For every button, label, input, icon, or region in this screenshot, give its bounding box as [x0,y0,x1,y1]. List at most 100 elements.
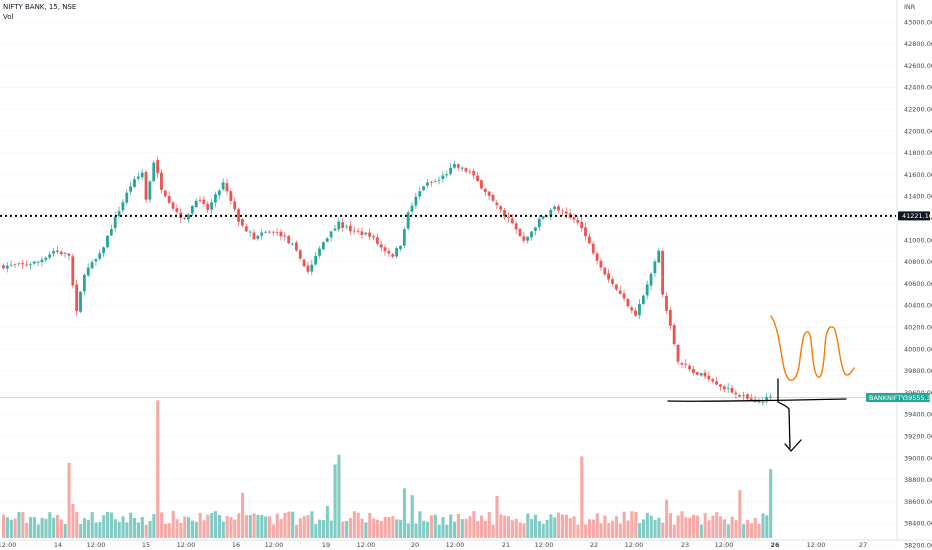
volume-bar [345,520,349,538]
price-tick-label: 41600.00 [904,171,932,179]
candle-body [507,217,510,218]
candle-body [499,206,503,210]
price-axis[interactable]: 43000.00 42800.00 42600.00 42400.00 42200.00… [896,0,932,550]
candle-body [530,231,533,238]
candle-body [464,168,468,172]
volume-bar [63,524,67,538]
candle-body [676,344,680,362]
candle-body [661,250,665,295]
symbol-title[interactable]: NIFTY BANK, 15, NSE [3,3,77,11]
volume-bar [726,524,730,538]
candle-body [102,247,106,254]
volume-bar [252,513,256,538]
volume-bar [267,516,272,538]
volume-bar [557,512,561,538]
volume-bar [225,516,229,538]
volume-bar [210,513,214,538]
candle-body [622,293,626,299]
candle-body [314,255,318,265]
volume-bar [688,517,692,538]
candle-body [757,401,761,403]
volume-bar [433,514,437,538]
price-tag-value: 39555.35 [904,394,932,402]
time-tick-label: 26 [770,541,780,549]
candle-body [152,162,156,182]
candle-body [707,375,711,380]
candle-body [55,250,59,252]
candle-body [98,253,102,259]
candle-body [40,259,44,263]
candle-body [241,219,244,226]
volume-bar [364,522,368,538]
candle-body [82,274,86,292]
volume-bar [9,519,13,538]
volume-indicator-label[interactable]: Vol [3,13,14,21]
volume-bar [302,516,306,538]
volume-bar [576,524,580,538]
volume-bar [595,513,599,538]
volume-bar [522,523,526,538]
time-tick-label: 23 [681,541,689,549]
volume-bar [190,520,194,538]
candle-body [587,236,591,244]
price-tick-label: 42600.00 [904,62,932,70]
volume-bar [399,519,403,538]
candle-body [217,190,221,196]
volume-bar [59,519,63,538]
price-tick-label: 41800.00 [904,149,932,157]
candle-body [210,202,213,210]
volume-bar [507,516,511,538]
candle-body [611,279,614,284]
candle-body [564,211,568,214]
volume-bar [121,516,125,538]
volume-bar [715,512,719,538]
volume-bar [719,516,723,538]
volume-bar [676,515,680,538]
candle-body [2,265,5,269]
candle-body [5,265,9,269]
volume-bar [634,511,638,538]
volume-bar [206,514,210,538]
volume-bar [40,517,44,538]
time-tick-label: 22 [590,541,598,549]
candle-body [549,209,553,217]
volume-bar [79,524,83,538]
volume-bar [337,454,341,538]
candle-body [302,259,306,267]
volume-bar [341,521,345,538]
volume-bar [256,514,260,538]
volume-bar [641,519,646,538]
candle-body [395,248,399,257]
candle-body [94,259,98,262]
price-tick-label: 39800.00 [904,367,932,375]
volume-bar [429,515,434,538]
volume-bar [214,511,218,538]
candle-body [453,163,456,168]
candle-body [171,202,175,209]
time-tick-label: 27 [859,541,867,549]
volume-bar [672,524,676,538]
price-tick-label: 38800.00 [904,476,932,484]
time-tick-label: 15 [142,541,150,549]
volume-bar [125,522,129,538]
price-tick-label: 39600.00 [904,389,932,397]
candle-body [537,218,541,228]
candle-body [337,221,341,230]
candle-body [44,257,48,260]
volume-bar [117,521,121,538]
time-tick-label: 21 [502,541,510,549]
time-axis[interactable]: 12:00 14 12:00 15 12:00 16 12:00 19 12:00 20 12:00… [0,539,932,549]
volume-bar [55,515,60,538]
candle-body [638,303,641,316]
time-tick-label: 16 [232,541,240,549]
volume-bar [48,512,52,538]
volume-bar [5,517,9,538]
candle-body [483,188,487,193]
candle-body [437,179,441,181]
level-price-value: 41221.10 [902,212,932,220]
candle-body [325,238,329,242]
candle-body [680,362,684,365]
volume-bar [395,519,399,538]
level-price-tag: 41221.10 [898,211,932,221]
